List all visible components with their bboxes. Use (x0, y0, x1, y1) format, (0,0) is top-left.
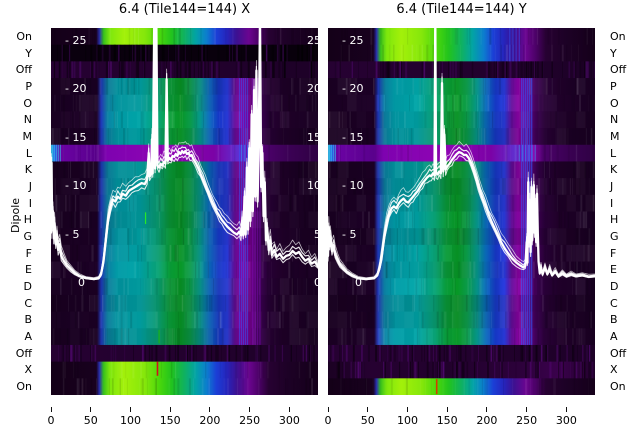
x-tick-0-50 (90, 407, 92, 412)
row-label-left-X-20: X (24, 363, 32, 377)
row-label-left-O-4: O (23, 96, 32, 110)
row-label-right-X-20: X (610, 363, 618, 377)
panel-x-title: 6.4 (Tile144=144) X (118, 2, 251, 17)
row-label-left-Y-1: Y (25, 46, 32, 60)
row-label-right-Off-2: Off (610, 63, 627, 77)
row-label-left-On-21: On (16, 380, 32, 394)
x-tick-label-0-300: 300 (278, 414, 300, 427)
row-label-left-Off-19: Off (15, 346, 32, 360)
x-tick-0-150 (169, 407, 171, 412)
row-label-right-C-16: C (610, 296, 618, 310)
row-labels-right: On Y Off P O N M L K J I H G F E D C B A Off X On (610, 0, 640, 440)
row-label-left-E-14: E (25, 263, 32, 277)
x-tick-label-0-200: 200 (199, 414, 221, 427)
row-label-right-G-12: G (610, 230, 619, 244)
x-tick-1-300 (565, 407, 567, 412)
row-label-left-Off-2: Off (15, 63, 32, 77)
row-label-right-E-14: E (610, 263, 617, 277)
x-tick-1-100 (406, 407, 408, 412)
row-label-right-On-21: On (610, 380, 626, 394)
row-label-right-On-0: On (610, 29, 626, 43)
heatmap-canvas-y (328, 28, 595, 395)
x-tick-label-0-150: 150 (159, 414, 181, 427)
row-label-left-B-17: B (24, 313, 32, 327)
x-tick-1-150 (446, 407, 448, 412)
row-label-right-A-18: A (610, 330, 618, 344)
row-label-right-I-10: I (610, 196, 614, 210)
x-tick-label-1-150: 150 (436, 414, 458, 427)
row-label-right-F-13: F (610, 246, 617, 260)
row-label-left-F-13: F (25, 246, 32, 260)
x-tick-label-1-50: 50 (360, 414, 375, 427)
row-label-right-B-17: B (610, 313, 618, 327)
x-tick-1-250 (526, 407, 528, 412)
row-label-left-L-7: L (25, 146, 32, 160)
x-tick-label-1-300: 300 (555, 414, 577, 427)
x-tick-0-300 (288, 407, 290, 412)
row-label-left-C-16: C (24, 296, 32, 310)
row-label-right-N-5: N (610, 113, 619, 127)
x-tick-label-0-250: 250 (239, 414, 261, 427)
x-tick-label-0-100: 100 (119, 414, 141, 427)
row-label-right-O-4: O (610, 96, 619, 110)
row-label-left-On-0: On (16, 29, 32, 43)
row-label-right-J-9: J (610, 179, 614, 193)
heatmap-canvas-x (51, 28, 318, 395)
x-tick-label-1-200: 200 (476, 414, 498, 427)
row-label-right-Y-1: Y (610, 46, 617, 60)
row-label-right-P-3: P (610, 79, 617, 93)
row-label-right-D-15: D (610, 280, 619, 294)
row-label-left-H-11: H (23, 213, 32, 227)
x-tick-label-0-0: 0 (47, 414, 55, 427)
x-tick-0-100 (129, 407, 131, 412)
x-tick-0-0 (50, 407, 52, 412)
row-label-left-G-12: G (23, 230, 32, 244)
x-tick-1-200 (486, 407, 488, 412)
row-label-left-P-3: P (25, 79, 32, 93)
row-label-right-H-11: H (610, 213, 619, 227)
x-tick-label-1-100: 100 (396, 414, 418, 427)
row-label-left-D-15: D (23, 280, 32, 294)
row-label-left-J-9: J (28, 179, 32, 193)
row-label-left-I-10: I (28, 196, 32, 210)
x-tick-1-0 (327, 407, 329, 412)
x-tick-1-50 (367, 407, 369, 412)
row-label-left-K-8: K (24, 163, 32, 177)
x-tick-label-1-250: 250 (516, 414, 538, 427)
row-label-left-M-6: M (22, 129, 33, 143)
x-tick-label-0-50: 50 (83, 414, 98, 427)
row-label-right-L-7: L (610, 146, 617, 160)
x-tick-label-1-0: 0 (324, 414, 332, 427)
row-label-right-M-6: M (610, 129, 620, 143)
x-tick-0-200 (209, 407, 211, 412)
row-label-right-Off-19: Off (610, 346, 627, 360)
row-labels-left: On Y Off P O N M L K J I H G F E D C B A Off X On (0, 0, 32, 440)
panel-y-title: 6.4 (Tile144=144) Y (396, 2, 527, 17)
row-label-left-N-5: N (23, 113, 32, 127)
row-label-left-A-18: A (24, 330, 32, 344)
x-tick-0-250 (249, 407, 251, 412)
row-label-right-K-8: K (610, 163, 618, 177)
